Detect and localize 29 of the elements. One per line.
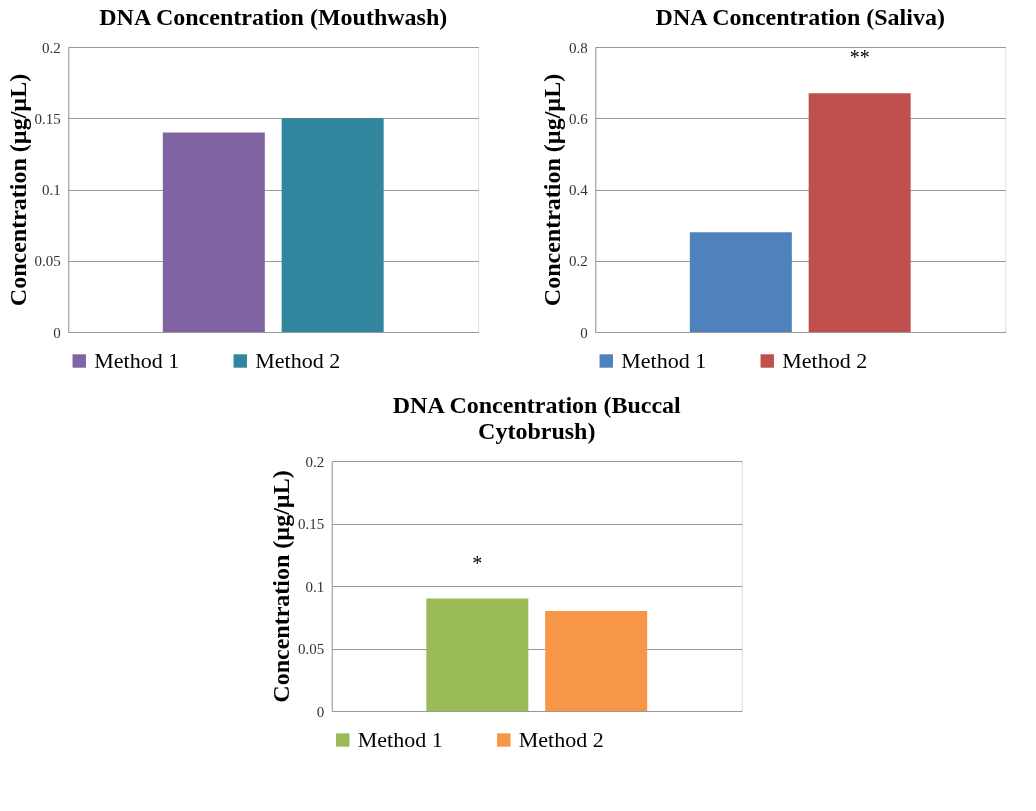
chart-title: DNA Concentration (Buccal Cytobrush) [392,392,682,444]
annotation: * [472,551,483,574]
y-axis-title: Concentration (µg/µL) [539,73,565,307]
y-tick-label: 0.8 [569,39,588,56]
y-tick-label: 0.4 [569,182,589,198]
chart-title: DNA Concentration (Mouthwash) [99,4,448,30]
y-tick-label: 0.05 [34,253,61,270]
chart-title: DNA Concentration (Saliva) [655,4,945,30]
legend-label: Method 2 [255,348,341,373]
y-tick-label: 0.2 [569,253,588,270]
y-tick-label: 0 [580,324,588,341]
y-tick-label: 0.1 [42,182,61,198]
y-tick-label: 0.15 [298,516,325,532]
annotation: ** [849,46,870,69]
y-axis-title: Concentration (µg/µL) [268,470,294,703]
y-tick-label: 0.1 [305,578,325,595]
y-tick-label: 0 [53,324,61,341]
y-axis-title: Concentration (µg/µL) [4,73,31,307]
y-tick-label: 0.05 [298,641,325,657]
y-tick-label: 0.15 [34,110,61,127]
y-tick-label: 0.2 [42,39,61,56]
legend-label: Method 1 [94,348,180,373]
legend-label: Method 1 [357,727,443,752]
y-tick-label: 0.6 [569,110,589,127]
y-tick-label: 0.2 [305,453,325,470]
y-tick-label: 0 [316,703,325,720]
legend-label: Method 2 [782,348,868,373]
legend-label: Method 1 [621,348,707,373]
legend-label: Method 2 [518,727,604,752]
